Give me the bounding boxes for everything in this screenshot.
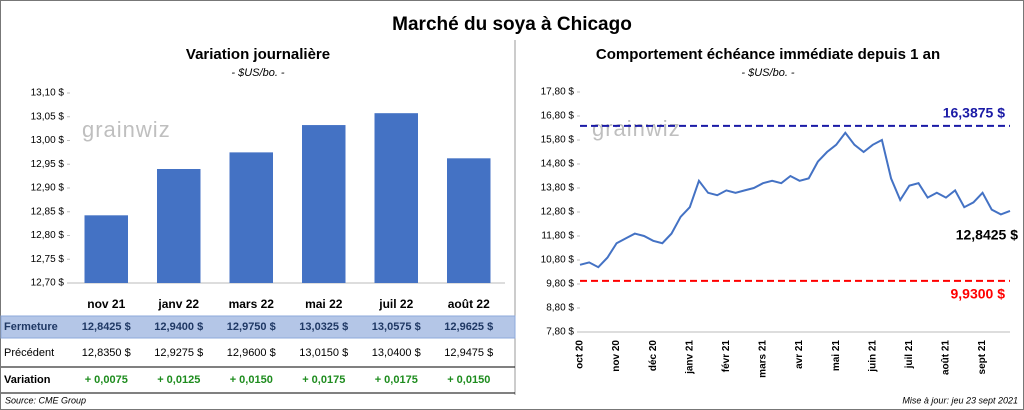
y-tick-label: 14,80 $ <box>541 159 575 170</box>
x-tick-label: août 21 <box>941 340 952 375</box>
last-value-label: 12,8425 $ <box>956 227 1018 243</box>
table-cell: Précédent <box>4 347 54 359</box>
y-tick-label: 10,80 $ <box>541 255 575 266</box>
chart-title: Variation journalière <box>186 46 330 63</box>
table-cell: 13,0325 $ <box>299 321 348 333</box>
y-tick-label: 8,80 $ <box>546 303 574 314</box>
x-tick-label: mai 22 <box>305 297 343 311</box>
x-tick-label: mai 21 <box>831 340 842 372</box>
x-tick-label: mars 21 <box>758 340 769 378</box>
x-tick-label: juil 21 <box>904 340 915 370</box>
x-tick-label: nov 20 <box>611 340 622 372</box>
watermark: grainwiz <box>82 117 171 142</box>
y-tick-label: 13,80 $ <box>541 183 575 194</box>
table-cell: 13,0400 $ <box>372 347 421 359</box>
y-tick-label: 13,10 $ <box>31 88 65 99</box>
table-cell: 12,9475 $ <box>444 347 493 359</box>
table-cell: + 0,0075 <box>85 374 128 386</box>
y-tick-label: 17,80 $ <box>541 87 575 98</box>
table-cell: 12,9275 $ <box>154 347 203 359</box>
bar <box>447 158 491 283</box>
table-cell: 13,0575 $ <box>372 321 421 333</box>
x-tick-label: juil 22 <box>378 297 413 311</box>
table-cell: 12,9625 $ <box>444 321 493 333</box>
source: Source: CME Group <box>5 395 86 405</box>
x-tick-label: oct 20 <box>575 340 586 369</box>
y-tick-label: 12,80 $ <box>31 230 65 241</box>
table-cell: + 0,0175 <box>302 374 345 386</box>
table-cell: 12,8350 $ <box>82 347 131 359</box>
chart-title: Comportement échéance immédiate depuis 1… <box>596 46 940 63</box>
y-tick-label: 12,75 $ <box>31 254 65 265</box>
x-tick-label: janv 21 <box>684 340 695 375</box>
price-line <box>579 131 1011 269</box>
bar <box>302 125 346 283</box>
table-cell: + 0,0175 <box>375 374 418 386</box>
bar <box>157 169 201 283</box>
y-tick-label: 12,95 $ <box>31 159 65 170</box>
table-cell: + 0,0125 <box>157 374 200 386</box>
y-tick-label: 16,80 $ <box>541 111 575 122</box>
bar <box>374 113 418 283</box>
y-tick-label: 9,80 $ <box>546 279 574 290</box>
table-cell: + 0,0150 <box>447 374 490 386</box>
chart-subtitle: - $US/bo. - <box>741 67 795 79</box>
y-tick-label: 12,85 $ <box>31 206 65 217</box>
y-tick-label: 7,80 $ <box>546 327 574 338</box>
y-tick-label: 11,80 $ <box>541 231 574 242</box>
table-cell: Variation <box>4 374 51 386</box>
x-tick-label: mars 22 <box>229 297 275 311</box>
y-tick-label: 15,80 $ <box>541 135 575 146</box>
table-cell: + 0,0150 <box>230 374 273 386</box>
x-tick-label: août 22 <box>448 297 490 311</box>
table-cell: 13,0150 $ <box>299 347 348 359</box>
x-tick-label: janv 22 <box>157 297 199 311</box>
title: Marché du soya à Chicago <box>392 14 632 35</box>
y-tick-label: 12,90 $ <box>31 183 65 194</box>
table-cell: 12,9400 $ <box>154 321 203 333</box>
table-cell: 12,8425 $ <box>82 321 131 333</box>
table-cell: 12,9750 $ <box>227 321 276 333</box>
bar <box>84 215 128 283</box>
x-tick-label: avr 21 <box>794 340 805 369</box>
reference-label: 9,9300 $ <box>951 286 1006 302</box>
y-tick-label: 13,00 $ <box>31 135 65 146</box>
x-tick-label: déc 20 <box>648 340 659 372</box>
x-tick-label: févr 21 <box>721 340 732 373</box>
x-tick-label: juin 21 <box>867 340 878 373</box>
table-cell: Fermeture <box>4 321 58 333</box>
y-tick-label: 12,70 $ <box>31 278 65 289</box>
watermark: grainwiz <box>592 116 681 141</box>
updated: Mise à jour: jeu 23 sept 2021 <box>902 395 1018 405</box>
x-tick-label: sept 21 <box>977 340 988 375</box>
x-tick-label: nov 21 <box>87 297 125 311</box>
chart-subtitle: - $US/bo. - <box>231 67 285 79</box>
reference-label: 16,3875 $ <box>943 105 1005 121</box>
bar <box>229 152 273 283</box>
table-highlight <box>0 315 516 339</box>
y-tick-label: 13,05 $ <box>31 111 65 122</box>
y-tick-label: 12,80 $ <box>541 207 575 218</box>
table-cell: 12,9600 $ <box>227 347 276 359</box>
